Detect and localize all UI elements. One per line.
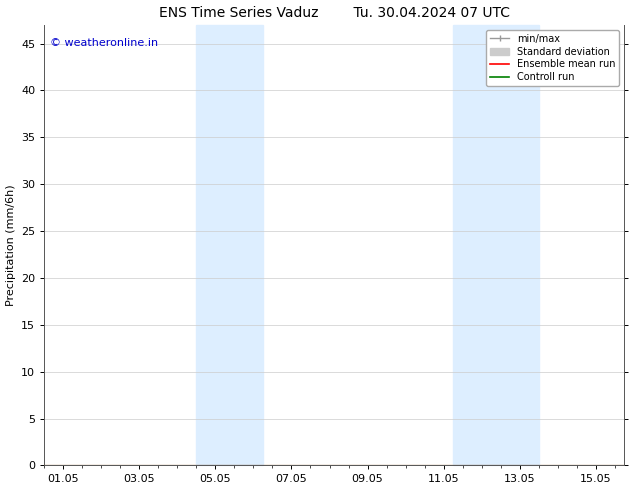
Legend: min/max, Standard deviation, Ensemble mean run, Controll run: min/max, Standard deviation, Ensemble me… [486, 30, 619, 86]
Title: ENS Time Series Vaduz        Tu. 30.04.2024 07 UTC: ENS Time Series Vaduz Tu. 30.04.2024 07 … [158, 5, 510, 20]
Text: © weatheronline.in: © weatheronline.in [50, 38, 158, 48]
Bar [197, 25, 263, 465]
Bar [453, 25, 539, 465]
Y-axis label: Precipitation (mm/6h): Precipitation (mm/6h) [6, 184, 16, 306]
